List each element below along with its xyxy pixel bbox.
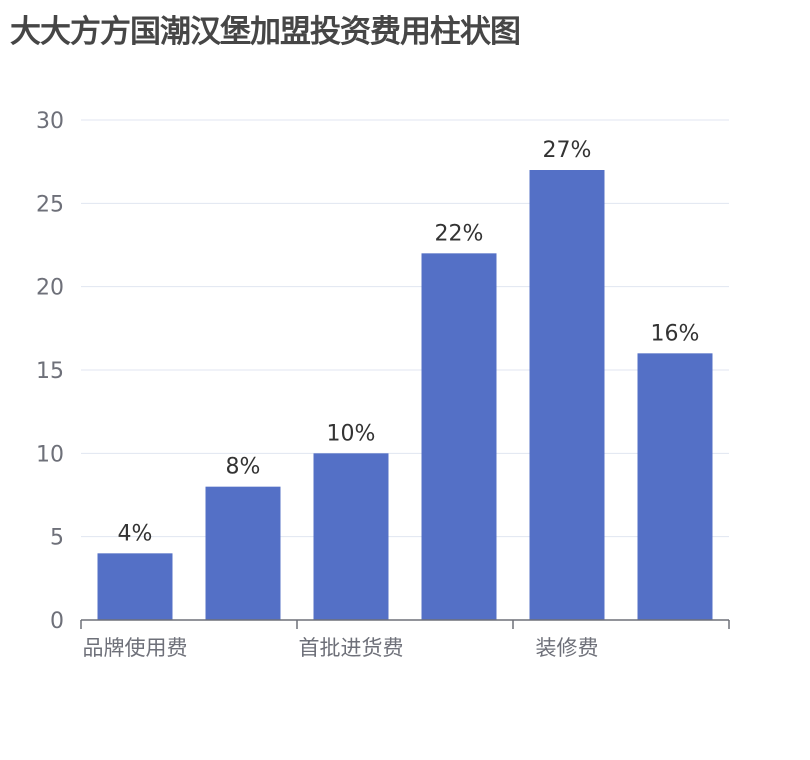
- bar: [421, 253, 497, 621]
- bar: [97, 553, 173, 620]
- y-tick-label: 30: [36, 109, 64, 134]
- y-tick-label: 5: [50, 526, 64, 551]
- data-label: 10%: [327, 421, 376, 446]
- x-tick-label: 首批进货费: [299, 636, 404, 660]
- bar: [637, 353, 713, 620]
- y-tick-label: 0: [50, 609, 64, 634]
- chart-title: 大大方方国潮汉堡加盟投资费用柱状图: [10, 14, 521, 50]
- data-label: 4%: [118, 521, 153, 546]
- data-label: 22%: [435, 221, 484, 246]
- bar: [205, 486, 281, 620]
- y-tick-label: 15: [36, 359, 64, 384]
- y-tick-label: 20: [36, 276, 64, 301]
- x-tick-label: 品牌使用费: [83, 636, 188, 660]
- data-label: 8%: [226, 455, 261, 480]
- y-tick-label: 10: [36, 442, 64, 467]
- data-label: 27%: [543, 138, 592, 163]
- bar: [529, 170, 605, 620]
- x-tick-label: 装修费: [536, 636, 599, 660]
- bar: [313, 453, 389, 620]
- y-tick-label: 25: [36, 192, 64, 217]
- data-label: 16%: [651, 321, 700, 346]
